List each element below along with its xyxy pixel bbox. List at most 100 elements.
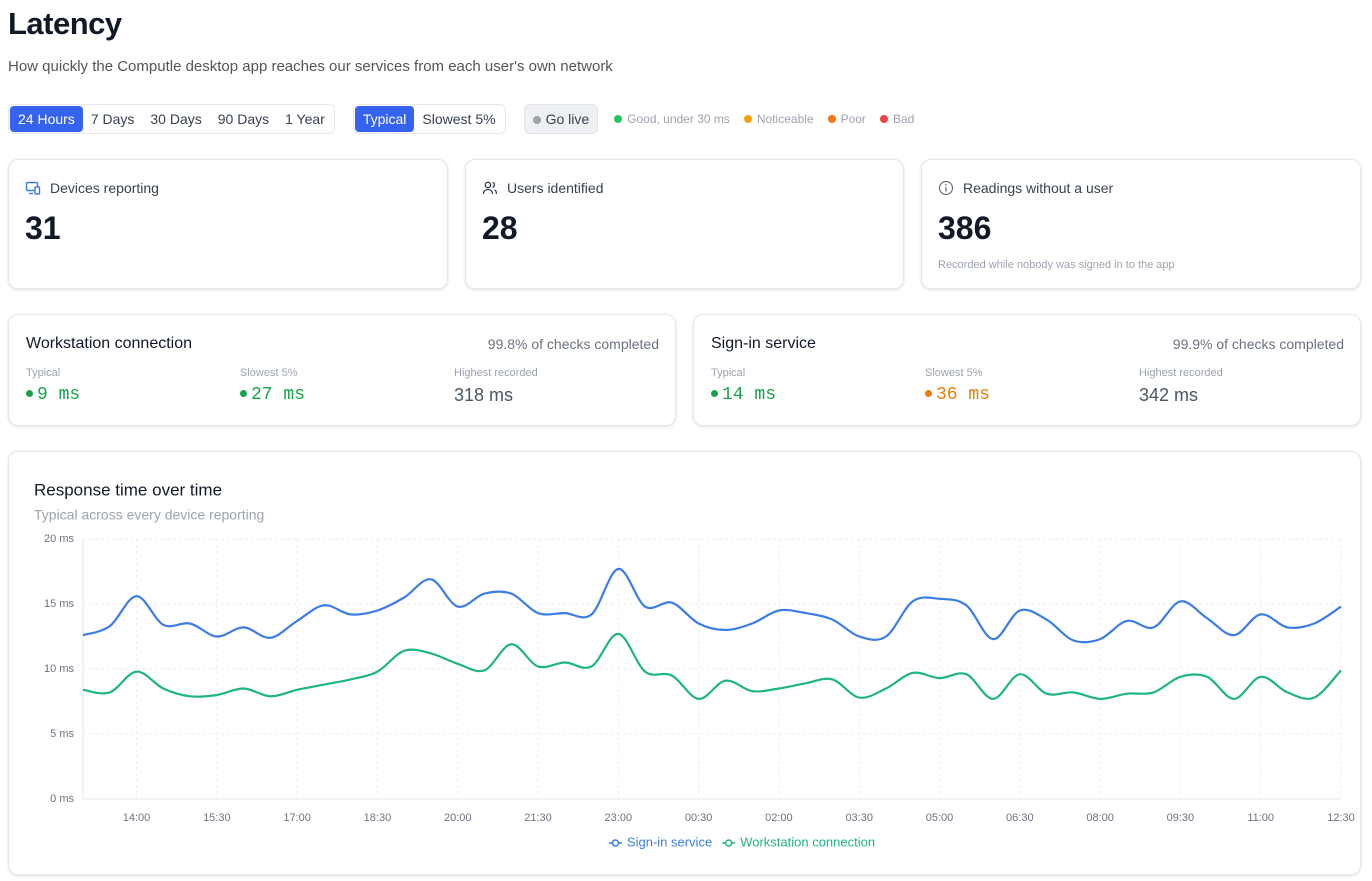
status-item: Bad xyxy=(879,112,915,126)
stat-value: 28 xyxy=(482,210,518,246)
range-button[interactable]: 30 Days xyxy=(150,111,202,127)
mode-button[interactable]: Typical xyxy=(354,106,415,132)
range-selector: 24 Hours 7 Days 30 Days 90 Days 1 Year xyxy=(8,104,335,134)
chart: Response time over time Typical across e… xyxy=(34,480,1355,849)
status-legend: Good, under 30 ms Noticeable Poor Bad xyxy=(614,112,928,126)
stat-label: Devices reporting xyxy=(50,180,159,196)
page-title: Latency xyxy=(8,6,122,41)
series-line xyxy=(82,567,1342,644)
status-item: Poor xyxy=(827,112,866,126)
stat-label: Users identified xyxy=(507,180,604,196)
range-button[interactable]: 90 Days xyxy=(217,111,270,127)
metric-label: Slowest 5% xyxy=(925,367,983,379)
mode-button[interactable]: Slowest 5% xyxy=(422,111,496,127)
service-completion: 99.8% of checks completed xyxy=(487,336,659,352)
status-label: Poor xyxy=(840,112,866,126)
status-dot xyxy=(614,115,623,123)
status-label: Good, under 30 ms xyxy=(627,112,730,126)
x-tick-label: 23:00 xyxy=(605,812,633,824)
legend-swatch-dot xyxy=(611,839,620,847)
device-icon xyxy=(25,181,41,195)
status-item: Good, under 30 ms xyxy=(614,112,730,126)
metric-text: 27 ms xyxy=(251,385,306,405)
x-tick-label: 08:00 xyxy=(1086,812,1114,824)
x-tick-label: 12:30 xyxy=(1327,812,1355,824)
metric-text: 318 ms xyxy=(454,385,514,405)
metric-value: 342 ms xyxy=(1139,385,1198,406)
x-tick-label: 14:00 xyxy=(123,812,151,824)
y-tick-label: 15 ms xyxy=(44,598,74,610)
metric-dot xyxy=(240,390,247,397)
metric-text: 9 ms xyxy=(37,385,81,405)
metric-dot xyxy=(711,390,718,397)
live-dot xyxy=(532,116,541,124)
metric-label: Typical xyxy=(26,367,61,379)
range-button[interactable]: 24 Hours xyxy=(10,106,83,132)
stat-label: Readings without a user xyxy=(963,180,1114,196)
metric-label: Typical xyxy=(711,367,746,379)
metric-dot xyxy=(925,390,932,397)
x-tick-label: 17:00 xyxy=(283,812,311,824)
range-button[interactable]: 7 Days xyxy=(90,111,135,127)
x-tick-label: 11:00 xyxy=(1247,812,1274,824)
x-tick-label: 00:30 xyxy=(685,812,713,824)
stat-card: Users identified 28 xyxy=(465,159,904,289)
metric-value: 318 ms xyxy=(454,385,513,406)
status-label: Bad xyxy=(892,112,915,126)
y-tick-label: 5 ms xyxy=(50,728,74,740)
y-tick-label: 10 ms xyxy=(44,663,74,675)
metric-label: Highest recorded xyxy=(1139,367,1223,379)
x-tick-label: 21:30 xyxy=(524,812,552,824)
service-card: Sign-in service 99.9% of checks completed… xyxy=(693,314,1361,426)
x-tick-label: 06:30 xyxy=(1006,812,1034,824)
x-tick-label: 15:30 xyxy=(203,812,231,824)
chart-card: Response time over time Typical across e… xyxy=(8,451,1361,875)
service-completion: 99.9% of checks completed xyxy=(1172,336,1344,352)
mode-selector: Typical Slowest 5% xyxy=(352,104,506,134)
page-subtitle: How quickly the Computle desktop app rea… xyxy=(8,58,613,75)
live-button[interactable]: Go live xyxy=(523,104,599,134)
x-tick-label: 09:30 xyxy=(1167,812,1195,824)
chart-subtitle: Typical across every device reporting xyxy=(34,507,264,523)
stat-card: Devices reporting 31 xyxy=(8,159,448,289)
status-item: Noticeable xyxy=(743,112,814,126)
x-tick-label: 02:00 xyxy=(765,812,793,824)
legend-label: Sign-in service xyxy=(627,834,712,849)
metric-label: Slowest 5% xyxy=(240,367,298,379)
series-line xyxy=(82,632,1342,701)
status-dot xyxy=(879,115,888,123)
stat-note: Recorded while nobody was signed in to t… xyxy=(938,259,1175,271)
legend-label: Workstation connection xyxy=(740,834,875,849)
metric-value: 27 ms xyxy=(240,385,305,405)
status-dot xyxy=(743,115,752,123)
users-icon xyxy=(482,181,498,195)
metric-value: 14 ms xyxy=(711,385,776,405)
metric-text: 36 ms xyxy=(936,385,991,405)
stat-value: 31 xyxy=(25,210,61,246)
y-tick-label: 20 ms xyxy=(44,533,74,545)
metric-label: Highest recorded xyxy=(454,367,538,379)
metric-text: 342 ms xyxy=(1139,385,1199,405)
status-label: Noticeable xyxy=(756,112,814,126)
x-tick-label: 18:30 xyxy=(364,812,392,824)
y-tick-label: 0 ms xyxy=(50,793,74,805)
x-tick-label: 03:30 xyxy=(845,812,873,824)
range-button[interactable]: 1 Year xyxy=(285,111,325,127)
live-label: Go live xyxy=(545,111,590,127)
service-name: Sign-in service xyxy=(711,335,816,352)
chart-title: Response time over time xyxy=(34,480,222,499)
controls: 24 Hours 7 Days 30 Days 90 Days 1 Year Typic… xyxy=(8,104,928,134)
metric-value: 36 ms xyxy=(925,385,990,405)
service-card: Workstation connection 99.8% of checks co… xyxy=(8,314,676,426)
metric-dot xyxy=(26,390,33,397)
info-icon xyxy=(938,180,954,196)
status-dot xyxy=(827,115,836,123)
metric-text: 14 ms xyxy=(722,385,777,405)
stat-card: Readings without a user 386 Recorded whi… xyxy=(921,159,1361,289)
legend-swatch-dot xyxy=(724,839,733,847)
x-tick-label: 20:00 xyxy=(444,812,472,824)
metric-value: 9 ms xyxy=(26,385,80,405)
stat-value: 386 xyxy=(938,210,992,246)
x-tick-label: 05:00 xyxy=(926,812,954,824)
